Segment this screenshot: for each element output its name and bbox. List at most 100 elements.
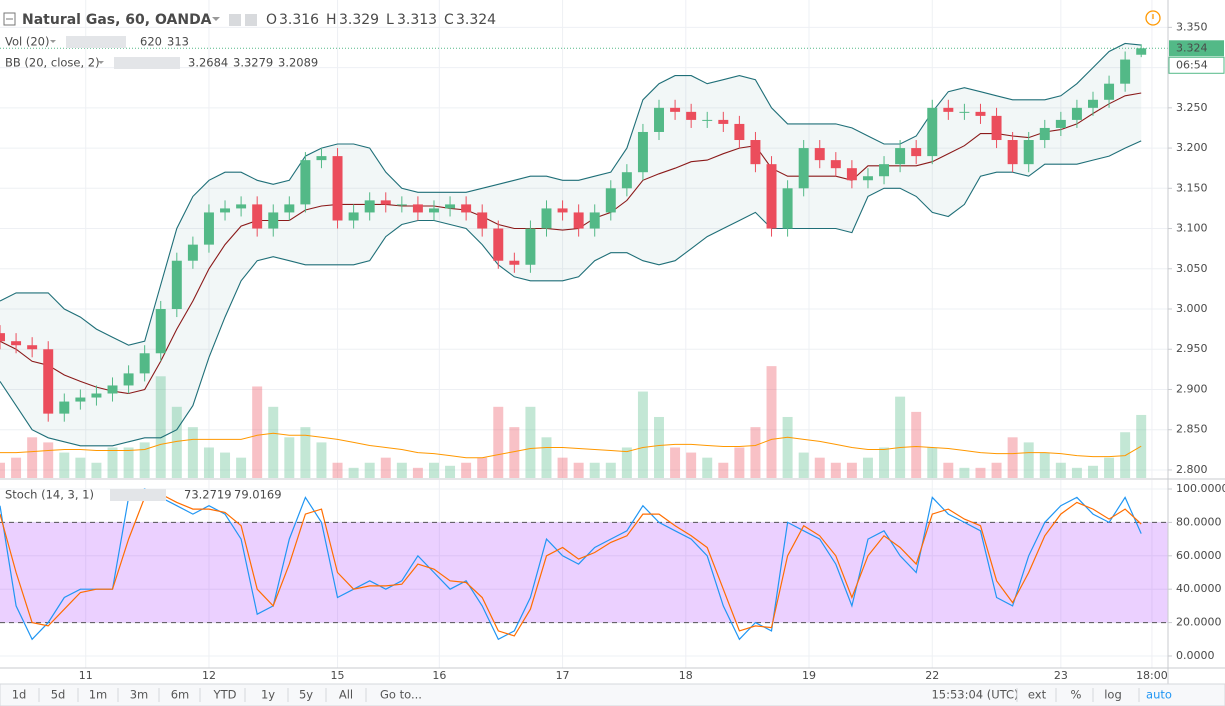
volume-bar xyxy=(782,416,793,478)
volume-bar xyxy=(557,457,568,478)
dropdown-icon[interactable] xyxy=(98,61,104,64)
candle-body xyxy=(541,208,552,229)
volume-bar xyxy=(364,462,375,478)
candle-body xyxy=(43,349,54,414)
x-tick-label: 23 xyxy=(1054,669,1068,682)
candle-body xyxy=(525,228,536,265)
candle-body xyxy=(798,148,809,189)
range-button[interactable]: 3m xyxy=(130,688,149,702)
volume-bar xyxy=(300,427,311,478)
volume-bar xyxy=(589,462,600,478)
stoch-tick-label: 100.0000 xyxy=(1176,482,1225,495)
volume-bar xyxy=(621,447,632,478)
option-button[interactable]: ext xyxy=(1028,688,1047,702)
settings-icon[interactable] xyxy=(245,14,257,26)
candle-body xyxy=(557,208,568,213)
candle-body xyxy=(268,212,279,229)
volume-bar xyxy=(171,406,182,478)
range-button[interactable]: All xyxy=(339,688,353,702)
candle-body xyxy=(428,208,439,213)
candle-body xyxy=(1071,107,1082,120)
dropdown-icon[interactable] xyxy=(50,40,56,43)
collapse-icon[interactable] xyxy=(3,12,16,26)
volume-bar xyxy=(203,447,214,478)
volume-bar xyxy=(862,457,873,478)
volume-bar xyxy=(75,457,86,478)
volume-bar xyxy=(187,427,198,478)
candle-body xyxy=(959,111,970,113)
bb-basis xyxy=(0,92,1142,395)
range-button[interactable]: 1d xyxy=(12,688,27,702)
candle-body xyxy=(0,333,5,342)
candle-body xyxy=(846,168,857,181)
volume-bar xyxy=(1104,457,1115,478)
bb-upper-last: 3.3279 xyxy=(233,56,273,70)
candle-body xyxy=(1120,59,1131,84)
range-button[interactable]: YTD xyxy=(213,688,237,702)
x-tick-label: 12 xyxy=(202,669,216,682)
volume-bar xyxy=(316,442,327,478)
stoch-tick-label: 60.0000 xyxy=(1176,549,1222,562)
candle-body xyxy=(750,140,761,165)
candle-body xyxy=(718,119,729,124)
volume-name: Vol (20) xyxy=(5,35,49,49)
range-button[interactable]: 5d xyxy=(51,688,66,702)
candle-body xyxy=(412,204,423,213)
indicator-icons[interactable] xyxy=(110,489,166,501)
volume-bar xyxy=(477,457,488,478)
goto-button[interactable]: Go to... xyxy=(380,688,422,702)
x-tick-label: 17 xyxy=(556,669,570,682)
volume-bar xyxy=(348,467,359,478)
volume-bar xyxy=(461,462,472,478)
option-button[interactable]: % xyxy=(1071,688,1082,702)
volume-bar xyxy=(718,462,729,478)
stoch-tick-label: 80.0000 xyxy=(1176,515,1222,528)
candle-body xyxy=(1104,83,1115,100)
volume-bar xyxy=(428,462,439,478)
volume-bar xyxy=(573,462,584,478)
y-tick-label: 3.100 xyxy=(1176,222,1208,235)
volume-bar xyxy=(252,386,263,478)
range-button[interactable]: 1y xyxy=(261,688,275,702)
candle-body xyxy=(814,148,825,161)
candle-body xyxy=(300,160,311,205)
volume-bar xyxy=(11,457,22,478)
last-price-tag xyxy=(1169,40,1224,57)
volume-bar xyxy=(59,452,70,478)
candle-body xyxy=(332,156,343,221)
option-button[interactable]: auto xyxy=(1146,688,1172,702)
volume-bar xyxy=(396,462,407,478)
bb-upper xyxy=(0,42,1142,346)
volume-bar xyxy=(686,452,697,478)
dropdown-icon[interactable] xyxy=(212,17,220,21)
alert-icon[interactable] xyxy=(1145,10,1161,26)
option-button[interactable]: log xyxy=(1104,688,1122,702)
bb-lower xyxy=(0,140,1142,447)
candle-body xyxy=(637,131,648,173)
indicator-icons[interactable] xyxy=(114,57,180,69)
volume-ma xyxy=(0,432,1142,459)
candle-body xyxy=(879,164,890,177)
volume-bar xyxy=(670,447,681,478)
volume-bar xyxy=(1071,467,1082,478)
volume-bar xyxy=(750,427,761,478)
volume-bar xyxy=(155,376,166,478)
stoch-tick-label: 20.0000 xyxy=(1176,616,1222,629)
bb-lower-last: 3.2089 xyxy=(278,56,318,70)
range-button[interactable]: 6m xyxy=(171,688,190,702)
stoch-tick-label: 0.0000 xyxy=(1176,649,1215,662)
x-tick-label: 19 xyxy=(802,669,816,682)
volume-bar xyxy=(911,411,922,478)
candle-body xyxy=(911,148,922,157)
volume-bar xyxy=(139,442,150,478)
stoch-k xyxy=(0,488,1142,641)
range-button[interactable]: 5y xyxy=(299,688,313,702)
indicator-icons[interactable] xyxy=(66,36,126,48)
volume-bar xyxy=(702,457,713,478)
volume-bar xyxy=(1007,437,1018,478)
range-button[interactable]: 1m xyxy=(89,688,108,702)
eye-icon[interactable] xyxy=(229,14,241,26)
candle-body xyxy=(895,148,906,165)
stoch-band xyxy=(0,522,1168,623)
